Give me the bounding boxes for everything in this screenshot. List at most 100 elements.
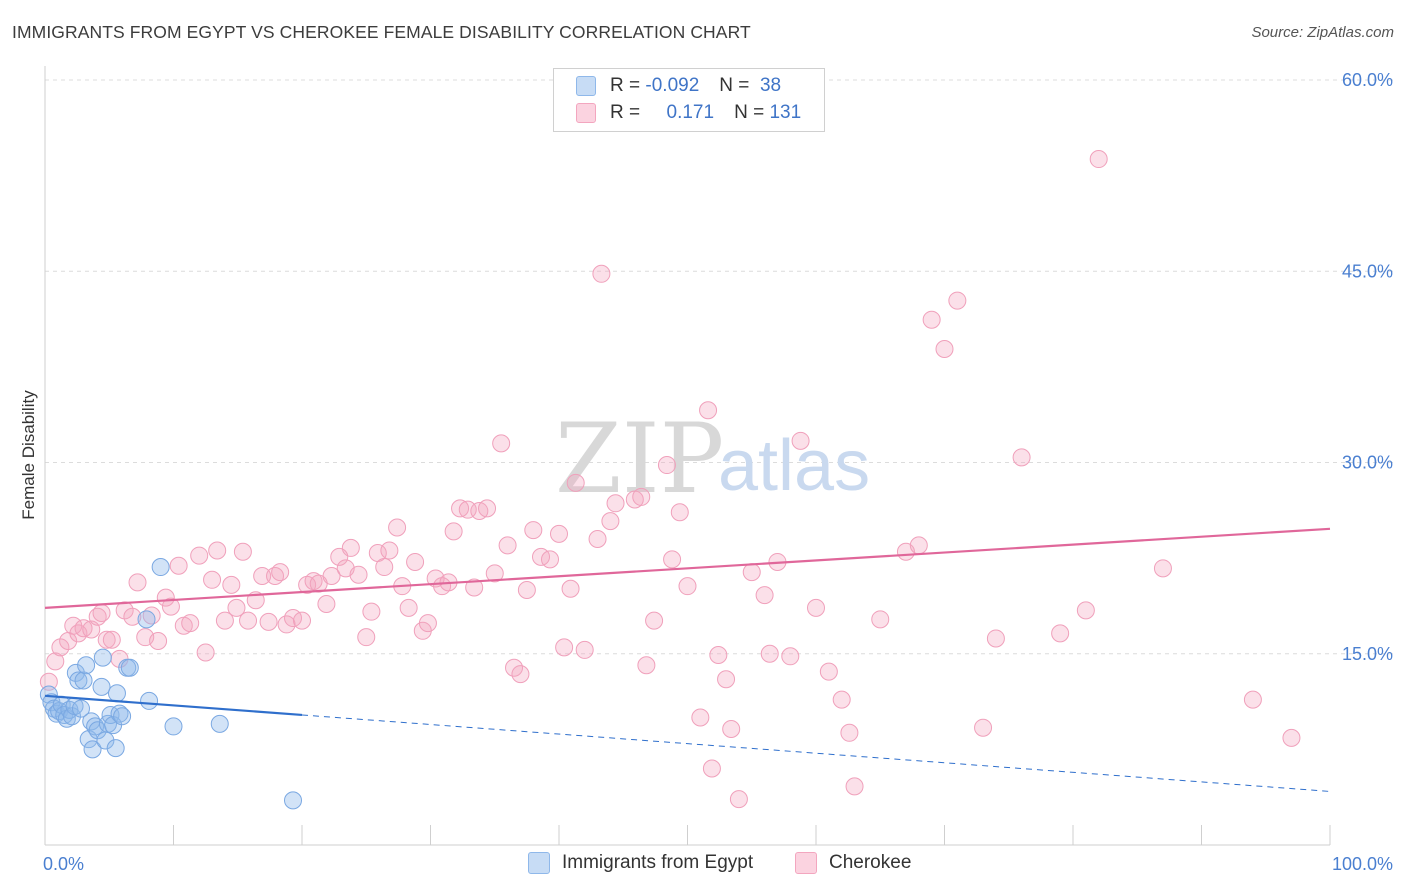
cherokee-point — [1089, 150, 1108, 169]
cherokee-point — [760, 644, 779, 663]
cherokee-point — [517, 581, 536, 599]
legend-r-label: R = — [610, 75, 641, 96]
watermark-atlas: atlas — [718, 426, 870, 506]
cherokee-point — [380, 541, 399, 560]
cherokee-point — [458, 500, 477, 519]
egypt-point — [62, 707, 81, 726]
egypt-point — [164, 717, 183, 736]
cherokee-point — [755, 586, 774, 605]
egypt-trend-extension — [301, 714, 1331, 792]
cherokee-point — [524, 521, 543, 540]
egypt-point — [71, 699, 90, 718]
cherokee-point — [304, 572, 323, 591]
cherokee-point — [215, 611, 234, 630]
cherokee-point — [1051, 624, 1070, 643]
cherokee-point — [341, 538, 360, 557]
cherokee-point — [102, 630, 121, 649]
y-axis-label: Female Disability — [19, 390, 38, 520]
cherokee-point — [208, 541, 227, 560]
cherokee-point — [986, 629, 1005, 648]
cherokee-point — [46, 652, 65, 671]
y-tick-label: 30.0% — [1342, 453, 1393, 473]
legend-r-value: 0.171 — [666, 102, 715, 123]
egypt-point — [77, 656, 96, 675]
egypt-point — [74, 671, 93, 690]
cherokee-point — [156, 588, 175, 607]
cherokee-point — [511, 665, 530, 684]
swatch-egypt — [576, 76, 596, 96]
cherokee-point — [123, 607, 142, 626]
swatch-egypt-bottom — [528, 852, 550, 874]
watermark-zip: ZIP — [555, 403, 724, 515]
legend-n-label: N = — [734, 102, 765, 123]
cherokee-point — [293, 611, 311, 630]
legend-n-value: 131 — [769, 102, 802, 123]
cherokee-point — [637, 656, 656, 675]
cherokee-point — [169, 556, 188, 575]
cherokee-point — [909, 536, 928, 555]
cherokee-point — [1012, 448, 1031, 467]
cherokee-point — [161, 597, 180, 616]
cherokee-point — [702, 759, 721, 778]
y-tick-labels: 15.0% 30.0% 45.0% 60.0% — [1342, 70, 1393, 664]
cherokee-trend-line — [44, 527, 1331, 609]
cherokee-point — [717, 670, 736, 689]
legend-r-label: R = — [610, 102, 641, 123]
cherokee-point — [845, 777, 864, 796]
bottom-legend: Immigrants from Egypt Cherokee — [0, 852, 1406, 878]
egypt-points — [39, 558, 303, 810]
cherokee-point — [645, 611, 664, 630]
cherokee-point — [39, 672, 58, 691]
source-label: Source: ZipAtlas.com — [1251, 24, 1394, 41]
egypt-trend-line — [44, 694, 303, 717]
cherokee-point — [444, 522, 463, 541]
cherokee-point — [406, 552, 425, 571]
trend-lines — [44, 527, 1331, 792]
cherokee-point — [271, 563, 290, 582]
cherokee-point — [663, 550, 682, 569]
cherokee-point — [670, 503, 689, 522]
legend-n-value: 38 — [759, 75, 782, 96]
cherokee-point — [840, 723, 859, 742]
swatch-cherokee — [576, 103, 596, 123]
cherokee-point — [935, 340, 954, 359]
egypt-point — [113, 707, 132, 726]
egypt-point — [151, 558, 170, 577]
legend-label-cherokee: Cherokee — [829, 852, 912, 873]
cherokee-point — [277, 615, 296, 634]
cherokee-point — [322, 566, 341, 585]
egypt-point — [120, 658, 139, 677]
cherokee-point — [555, 638, 574, 657]
cherokee-point — [196, 643, 215, 662]
cherokee-point — [657, 456, 676, 475]
x-tick-label: 100.0% — [1332, 854, 1393, 874]
cherokee-point — [601, 512, 620, 531]
y-tick-label: 45.0% — [1342, 261, 1393, 281]
egypt-point — [284, 791, 303, 810]
cherokee-point — [1282, 728, 1301, 747]
egypt-point — [69, 671, 88, 690]
cherokee-point — [239, 611, 258, 630]
cherokee-point — [451, 499, 470, 518]
cherokee-point — [181, 614, 200, 633]
cherokee-point — [632, 487, 651, 506]
x-tick-labels: 0.0% 100.0% — [43, 854, 1393, 874]
cherokee-point — [227, 598, 246, 617]
cherokee-point — [222, 575, 241, 594]
egypt-point — [137, 610, 156, 629]
cherokee-point — [922, 310, 941, 329]
cherokee-point — [699, 401, 718, 420]
cherokee-point — [606, 494, 625, 513]
cherokee-point — [550, 524, 568, 543]
stats-legend: R = -0.092 N = 38 R = 0.171 N = 131 — [553, 68, 825, 132]
egypt-point — [140, 691, 159, 710]
cherokee-point — [51, 638, 70, 657]
egypt-point — [210, 714, 229, 733]
egypt-point — [92, 677, 111, 696]
cherokee-point — [729, 790, 748, 809]
cherokee-point — [722, 719, 741, 738]
cherokee-point — [478, 499, 497, 518]
cherokee-point — [233, 542, 252, 561]
legend-row-cherokee: R = 0.171 N = 131 — [576, 100, 801, 126]
